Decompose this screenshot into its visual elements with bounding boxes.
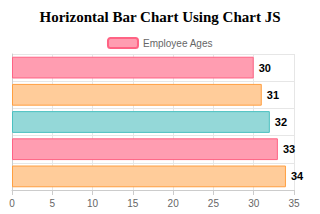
- svg-text:Employee Ages: Employee Ages: [143, 38, 213, 49]
- svg-text:33: 33: [283, 143, 295, 155]
- svg-text:34: 34: [291, 170, 304, 182]
- svg-text:35: 35: [288, 198, 300, 209]
- svg-text:25: 25: [208, 198, 220, 209]
- svg-text:0: 0: [9, 198, 15, 209]
- svg-text:30: 30: [248, 198, 260, 209]
- svg-text:20: 20: [168, 198, 180, 209]
- svg-text:32: 32: [275, 116, 287, 128]
- svg-text:5: 5: [50, 198, 56, 209]
- svg-text:15: 15: [127, 198, 139, 209]
- svg-text:Horizontal Bar Chart Using Cha: Horizontal Bar Chart Using Chart JS: [40, 9, 281, 25]
- svg-text:10: 10: [87, 198, 99, 209]
- svg-text:31: 31: [267, 89, 279, 101]
- svg-text:30: 30: [259, 62, 271, 74]
